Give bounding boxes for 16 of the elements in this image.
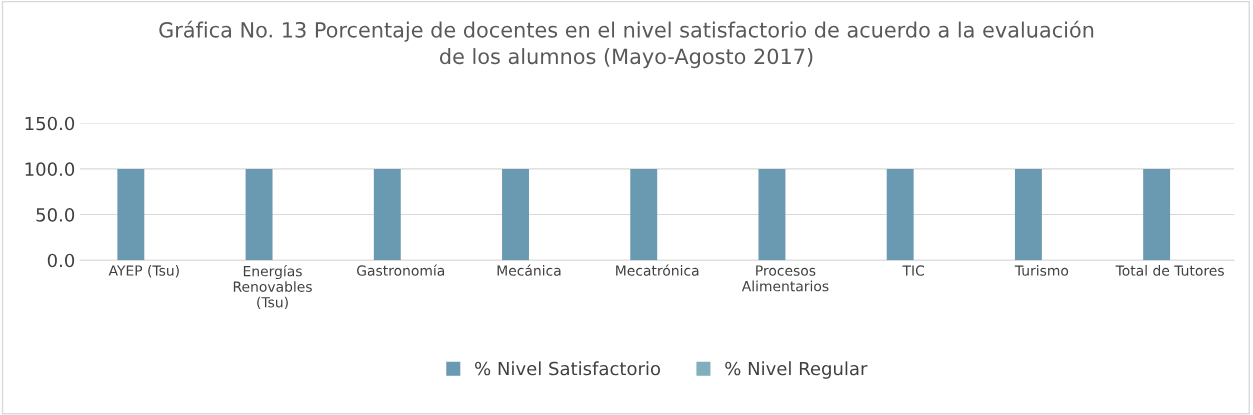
legend-label: % Nivel Satisfactorio: [475, 361, 661, 376]
x-tick-label: Mecánica: [497, 264, 561, 276]
legend-label: % Nivel Regular: [725, 361, 868, 379]
y-tick-label: 0.0: [47, 253, 75, 268]
y-tick-label: 50.0: [36, 208, 75, 222]
x-tick-label: Turismo: [1014, 265, 1069, 276]
x-tick-label: AYEP (Tsu): [108, 265, 179, 278]
chart-title: Gráfica No. 13 Porcentaje de docentes en el nivel satisfactorio de acuerdo a la evaluación de los alumnos (Mayo-Agosto 2017): [159, 20, 1094, 69]
x-tick-label: Gastronomía: [357, 264, 445, 276]
x-tick-label: Total de Tutores: [1115, 265, 1224, 276]
x-tick-label: TIC: [902, 265, 925, 276]
x-tick-label: Energías Renovables (Tsu): [233, 265, 312, 310]
y-tick-label: 150.0: [25, 116, 75, 131]
x-tick-label: Procesos Alimentarios: [741, 265, 829, 292]
y-tick-label: 100.0: [25, 162, 75, 177]
x-tick-label: Mecatrónica: [616, 264, 699, 276]
